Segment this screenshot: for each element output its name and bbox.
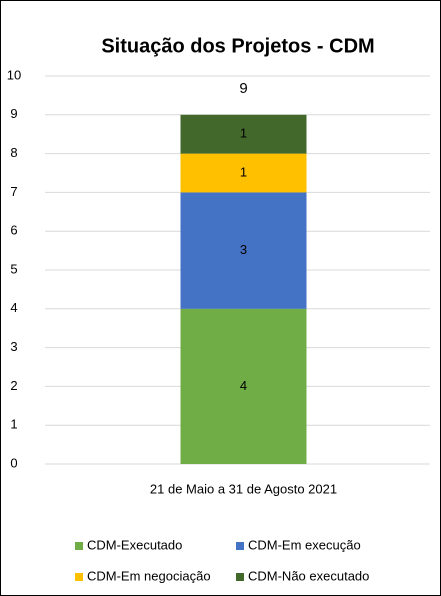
y-tick-label: 3 [10, 339, 17, 354]
y-tick-label: 10 [7, 67, 21, 82]
legend-label: CDM-Em negociação [87, 568, 211, 583]
data-label: 4 [240, 378, 247, 393]
data-label: 1 [240, 126, 247, 141]
legend-swatch [75, 573, 83, 581]
legend-swatch [75, 542, 83, 550]
legend-label: CDM-Não executado [248, 568, 369, 583]
bar-segment [180, 192, 307, 309]
x-tick-label: 21 de Maio a 31 de Agosto 2021 [150, 481, 337, 496]
legend-swatch [236, 573, 244, 581]
legend-swatch [236, 542, 244, 550]
y-tick-label: 8 [10, 145, 17, 160]
bar-segment [180, 153, 307, 193]
legend-label: CDM-Executado [87, 537, 182, 552]
bar-segment [180, 114, 307, 154]
y-tick-label: 2 [10, 378, 17, 393]
bar-segment [180, 308, 307, 464]
legend-label: CDM-Em execução [248, 537, 361, 552]
y-tick-label: 5 [10, 261, 17, 276]
data-label: 1 [240, 164, 247, 179]
data-label: 3 [240, 242, 247, 257]
y-tick-label: 7 [10, 184, 17, 199]
chart-title: Situação dos Projetos - CDM [101, 35, 374, 57]
y-tick-label: 9 [10, 106, 17, 121]
y-tick-label: 0 [10, 455, 17, 470]
total-label: 9 [239, 80, 247, 97]
y-tick-label: 6 [10, 223, 17, 238]
y-tick-label: 1 [10, 417, 17, 432]
y-tick-label: 4 [10, 300, 17, 315]
